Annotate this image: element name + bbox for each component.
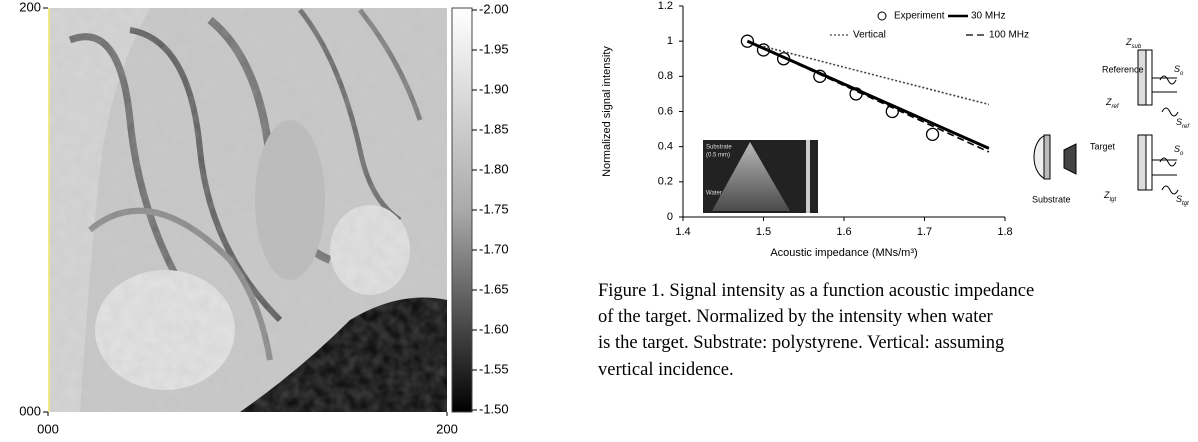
y-tick-label: 0.6 bbox=[658, 105, 673, 117]
series-line bbox=[763, 45, 990, 106]
colorbar-tick-label: -1.85 bbox=[479, 121, 509, 136]
x-tick-label: 200 bbox=[436, 421, 458, 436]
legend-label: 100 MHz bbox=[989, 30, 1029, 41]
y-tick-label: 0.4 bbox=[658, 141, 673, 153]
x-tick-label: 1.7 bbox=[917, 226, 932, 238]
schematic bbox=[1033, 49, 1179, 195]
y-tick-label: 1.2 bbox=[658, 0, 673, 12]
legend-label: Vertical bbox=[853, 30, 886, 41]
y-tick-label: 200 bbox=[19, 0, 41, 14]
diagram-symbol: Stgt bbox=[1176, 194, 1189, 206]
x-axis-label: Acoustic impedance (MNs/m³) bbox=[770, 247, 917, 259]
tissue-image bbox=[48, 8, 447, 412]
colorbar bbox=[451, 7, 473, 413]
diagram-symbol: Sref bbox=[1176, 117, 1190, 129]
y-axis-label: Normalized signal intensity bbox=[601, 46, 613, 177]
colorbar-tick-label: -1.70 bbox=[479, 241, 509, 256]
series-line bbox=[747, 40, 990, 153]
x-tick-label: 000 bbox=[37, 421, 59, 436]
diagram-symbol: Ztgt bbox=[1103, 190, 1117, 202]
data-point bbox=[925, 127, 940, 142]
diagram-symbol: So bbox=[1174, 144, 1184, 156]
y-tick-label: 0.8 bbox=[658, 70, 673, 82]
colorbar-tick-label: -1.60 bbox=[479, 321, 509, 336]
x-tick-label: 1.5 bbox=[756, 226, 771, 238]
diagram-symbol: Zsub bbox=[1125, 37, 1142, 49]
legend-label: 30 MHz bbox=[971, 11, 1005, 22]
colorbar-tick-label: -1.65 bbox=[479, 281, 509, 296]
y-tick-label: 1 bbox=[667, 35, 673, 47]
legend-marker bbox=[877, 11, 887, 21]
inset-image: Substrate (0.5 mm) Water bbox=[703, 140, 818, 213]
diagram-label: Substrate bbox=[1032, 194, 1071, 204]
colorbar-tick-label: -1.75 bbox=[479, 201, 509, 216]
caption: Figure 1. Signal intensity as a function… bbox=[598, 281, 1034, 380]
colorbar-tick-label: -1.90 bbox=[479, 81, 509, 96]
diagram-label: Reference bbox=[1102, 64, 1144, 74]
caption-line: is the target. Substrate: polystyrene. V… bbox=[598, 333, 1004, 353]
inset-label: Substrate bbox=[706, 145, 732, 151]
colorbar-tick-label: -1.55 bbox=[479, 361, 509, 376]
colorbar-tick-label: -2.00 bbox=[479, 1, 509, 16]
diagram-symbol: So bbox=[1174, 64, 1184, 76]
y-tick-label: 0 bbox=[667, 211, 673, 223]
caption-line: of the target. Normalized by the intensi… bbox=[598, 307, 993, 327]
caption-line: vertical incidence. bbox=[598, 360, 734, 380]
diagram-label: Target bbox=[1090, 141, 1116, 151]
colorbar-tick-label: -1.95 bbox=[479, 41, 509, 56]
y-tick-label: 000 bbox=[19, 403, 41, 418]
schematic-labels: Reference Target Substrate Zsub Zref Ztg… bbox=[1032, 37, 1190, 206]
x-tick-label: 1.4 bbox=[675, 226, 690, 238]
colorbar-tick-label: -1.50 bbox=[479, 401, 509, 416]
y-tick-label: 0.2 bbox=[658, 176, 673, 188]
diagram-symbol: Zref bbox=[1105, 97, 1120, 109]
legend-label: Experiment bbox=[894, 11, 945, 22]
caption-line: Figure 1. Signal intensity as a function… bbox=[598, 281, 1034, 301]
x-tick-label: 1.8 bbox=[997, 226, 1012, 238]
inset-label: Water bbox=[706, 191, 722, 197]
colorbar-tick-label: -1.80 bbox=[479, 161, 509, 176]
inset-label: (0.5 mm) bbox=[706, 153, 730, 159]
x-tick-label: 1.6 bbox=[836, 226, 851, 238]
